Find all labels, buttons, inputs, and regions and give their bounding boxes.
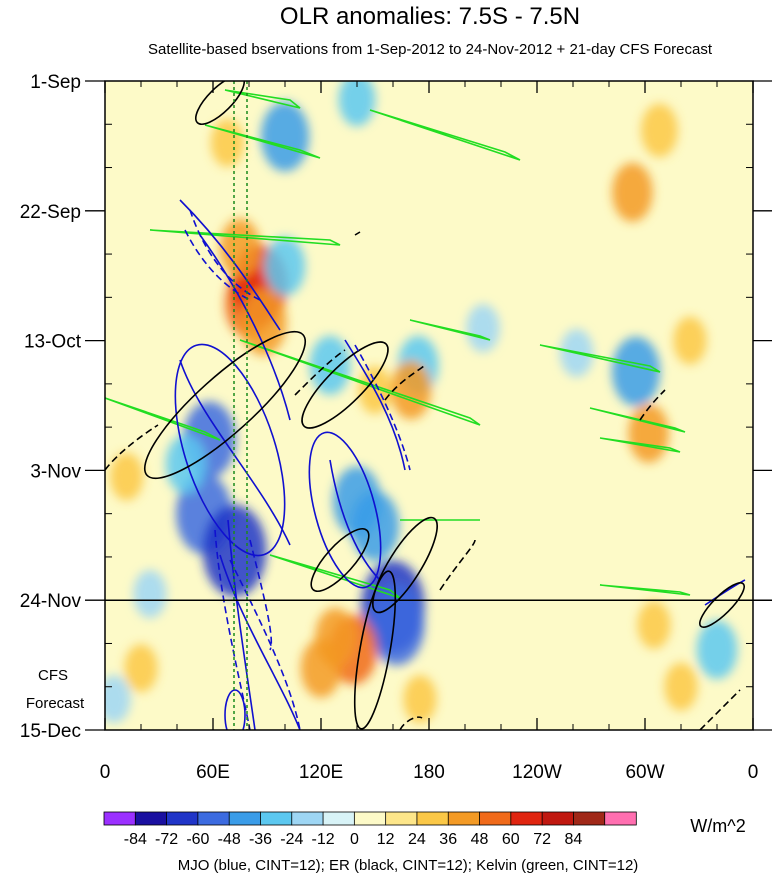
colorbar-label: 72 <box>533 831 551 848</box>
er-ellipse <box>310 528 370 592</box>
colorbar-label: -72 <box>155 831 178 848</box>
contour-overlays <box>105 81 746 730</box>
anomaly-cell <box>641 103 678 158</box>
x-tick-label: 180 <box>413 762 445 783</box>
y-tick-label: 15-Dec <box>20 721 81 742</box>
colorbar-label: 12 <box>377 831 395 848</box>
forecast-label-line1: CFS <box>38 667 68 684</box>
y-tick-label: 24-Nov <box>20 591 82 612</box>
forecast-label-line2: Forecast <box>26 695 85 712</box>
colorbar: -84 -72 -60 -48 -36 -24 -12 0 12 24 36 48 60 72 84 <box>103 811 637 848</box>
mjo-ellipse <box>224 689 246 730</box>
colorbar-swatch <box>322 811 356 826</box>
anomaly-cell <box>637 601 671 649</box>
anomaly-cell <box>260 101 310 172</box>
colorbar-swatch <box>541 811 575 826</box>
anomaly-cell <box>309 335 351 395</box>
colorbar-swatch <box>510 811 543 826</box>
mjo-ellipse <box>174 343 286 557</box>
colorbar-label: 60 <box>502 831 520 848</box>
colorbar-label: -12 <box>312 831 335 848</box>
y-tick-label: 3-Nov <box>30 461 81 482</box>
anomaly-cell <box>403 675 437 723</box>
colorbar-swatch <box>103 811 136 826</box>
anomaly-cell <box>628 403 669 463</box>
colorbar-label: 84 <box>565 831 583 848</box>
y-axis: 1-Sep 22-Sep 13-Oct 3-Nov 24-Nov 15-Dec <box>20 72 772 742</box>
anomaly-cell <box>124 644 158 693</box>
anomaly-cell <box>210 118 244 167</box>
er-ellipse <box>195 81 245 125</box>
colorbar-label: 0 <box>350 831 359 848</box>
plot-area <box>105 81 753 730</box>
er-ellipse <box>301 341 389 429</box>
mjo-contour <box>179 199 746 730</box>
colorbar-label: -24 <box>280 831 303 848</box>
colorbar-label: -60 <box>186 831 209 848</box>
colorbar-label: 36 <box>439 831 457 848</box>
anomaly-cell <box>368 584 425 666</box>
colorbar-swatch <box>416 811 449 826</box>
colorbar-swatch <box>228 811 262 826</box>
colorbar-label: -48 <box>218 831 241 848</box>
er-ellipse <box>143 330 307 480</box>
colorbar-swatch <box>353 811 387 826</box>
x-tick-label: 120W <box>512 762 562 783</box>
colorbar-swatch <box>197 811 230 826</box>
colorbar-swatch <box>291 811 324 826</box>
anomaly-cell <box>105 675 131 723</box>
anomaly-cell <box>165 434 207 494</box>
er-dashed-contour <box>105 231 741 730</box>
colorbar-label: -36 <box>249 831 272 848</box>
anomaly-cell <box>110 452 144 501</box>
anomaly-cell <box>612 162 653 222</box>
x-tick-label: 0 <box>748 762 759 783</box>
y-tick-label: 1-Sep <box>30 72 81 93</box>
anomaly-cell <box>133 570 167 618</box>
colorbar-label: -84 <box>124 831 147 848</box>
y-tick-label: 13-Oct <box>24 332 82 353</box>
colorbar-label: 48 <box>471 831 489 848</box>
anomaly-cell <box>264 237 306 296</box>
chart-subtitle: Satellite-based bservations from 1-Sep-2… <box>148 41 713 58</box>
colorbar-swatch <box>134 811 168 826</box>
colorbar-swatch <box>573 811 606 826</box>
colorbar-label: 24 <box>408 831 426 848</box>
anomaly-cell <box>664 662 698 711</box>
anomaly-cell <box>390 360 432 420</box>
anomaly-cell <box>300 638 342 698</box>
x-tick-label: 0 <box>100 762 111 783</box>
colorbar-swatch <box>479 811 512 826</box>
colorbar-swatch <box>604 811 637 826</box>
colorbar-swatch <box>260 811 293 826</box>
chart-title: OLR anomalies: 7.5S - 7.5N <box>280 3 580 30</box>
colorbar-swatch <box>166 811 199 826</box>
anomaly-cell <box>338 81 376 127</box>
x-axis: 0 60E 120E 180 120W 60W 0 <box>100 81 759 783</box>
footer-caption: MJO (blue, CINT=12); ER (black, CINT=12)… <box>178 857 639 874</box>
mjo-ellipse <box>308 431 382 589</box>
er-ellipse <box>699 582 745 628</box>
anomaly-cell <box>611 336 661 407</box>
er-ellipse <box>353 570 397 730</box>
colorbar-swatch <box>447 811 481 826</box>
colorbar-units: W/m^2 <box>690 816 745 836</box>
colorbar-swatch <box>385 811 418 826</box>
y-tick-label: 22-Sep <box>20 202 81 223</box>
er-ellipse <box>372 516 438 614</box>
x-tick-label: 60E <box>196 762 230 783</box>
x-tick-label: 120E <box>299 762 343 783</box>
anomaly-cell <box>696 620 738 679</box>
x-tick-label: 60W <box>625 762 664 783</box>
anomaly-cell <box>219 218 261 278</box>
mjo-dashed-contour <box>184 209 411 730</box>
anomaly-cell <box>240 288 287 356</box>
anomaly-cell <box>466 304 500 353</box>
anomaly-cell <box>673 316 707 365</box>
